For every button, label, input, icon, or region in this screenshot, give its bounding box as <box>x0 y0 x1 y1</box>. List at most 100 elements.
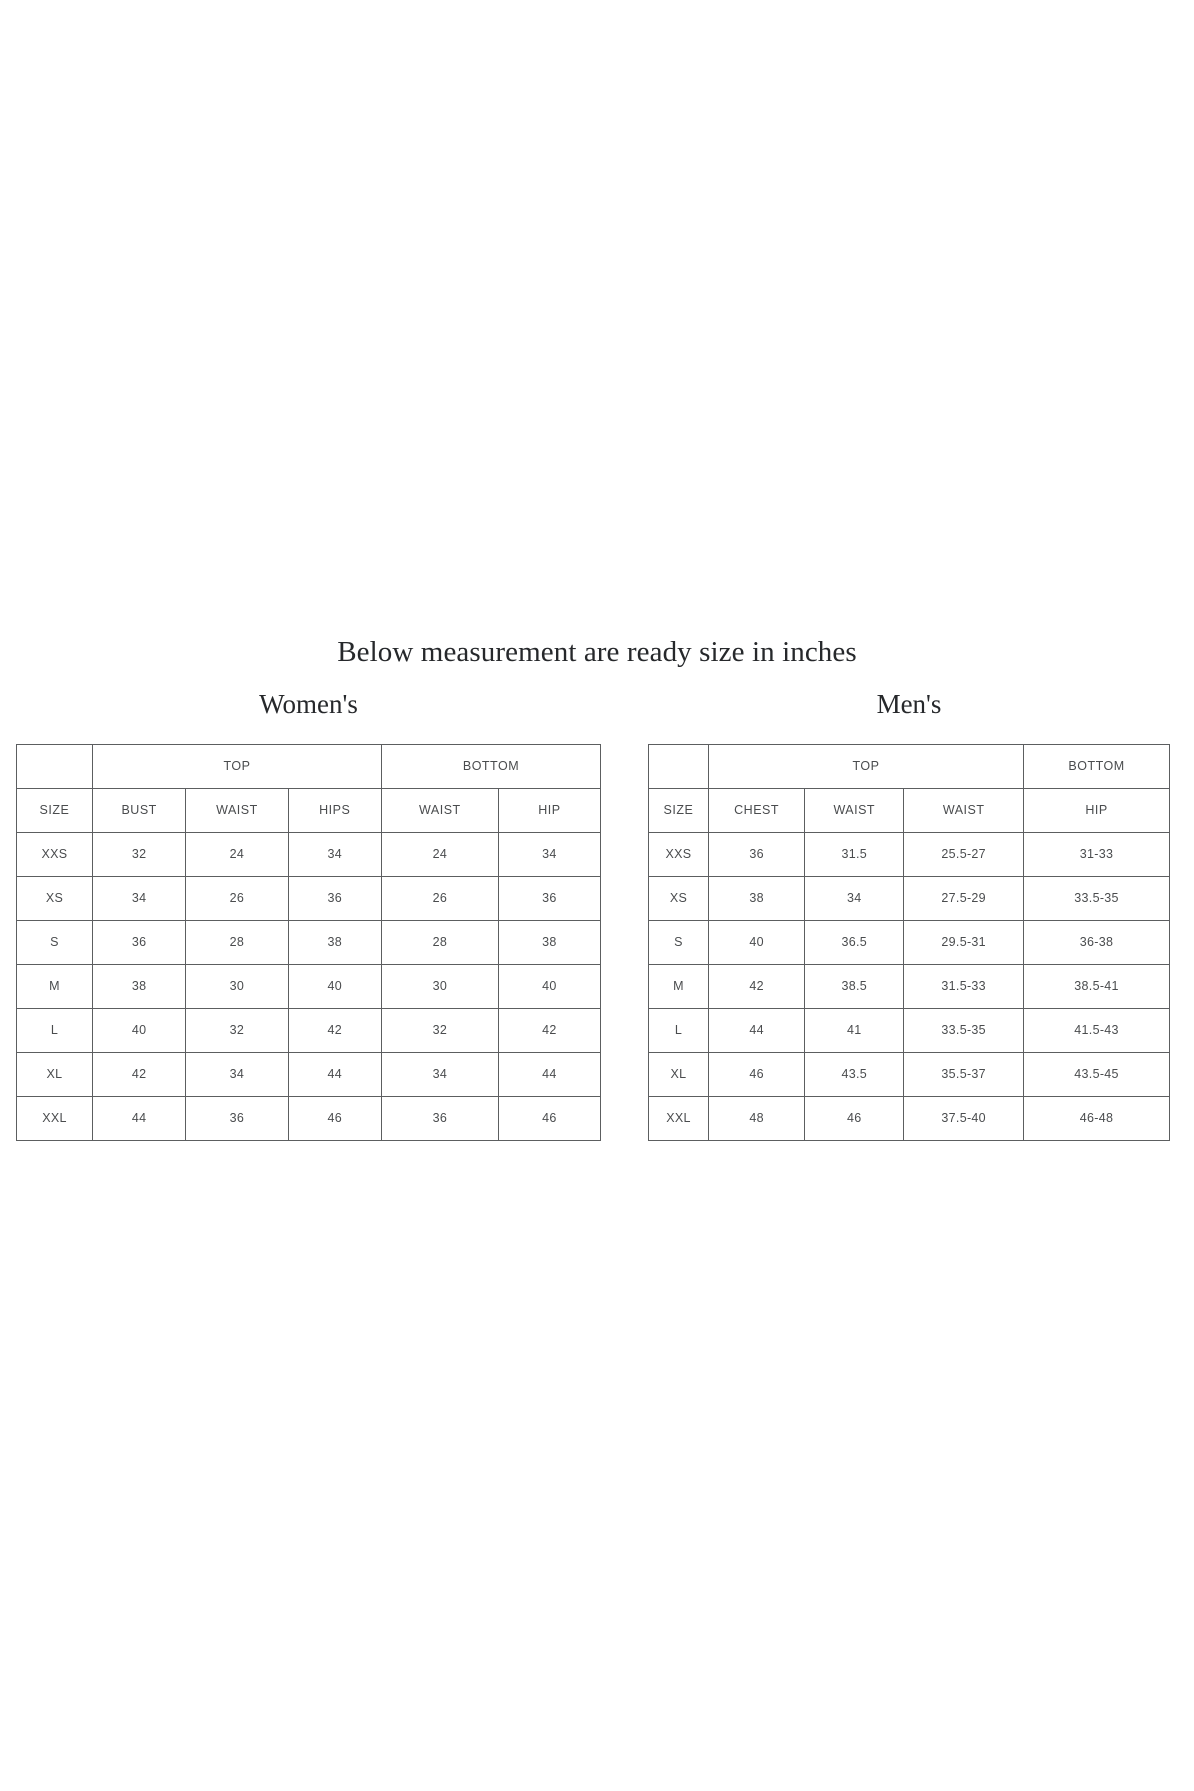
mens-group-top: TOP <box>707 743 1025 789</box>
womens-cell-size: XL <box>16 1051 93 1097</box>
table-row: XL 42 34 44 34 44 <box>16 1051 602 1097</box>
womens-size-chart: Women's TOP BOTTOM SIZE BUST WAIST HIPS … <box>0 689 617 1141</box>
mens-cell-size: XXS <box>648 831 709 877</box>
mens-cell-top-waist: 34 <box>804 875 905 921</box>
womens-cell-top-waist: 28 <box>185 919 289 965</box>
womens-cell-top-waist: 34 <box>185 1051 289 1097</box>
womens-cell-top-waist: 32 <box>185 1007 289 1053</box>
womens-group-bottom: BOTTOM <box>380 743 602 789</box>
womens-cell-bust: 34 <box>91 875 187 921</box>
table-row: M 42 38.5 31.5-33 38.5-41 <box>648 963 1170 1009</box>
womens-cell-bust: 32 <box>91 831 187 877</box>
womens-col-size: SIZE <box>16 787 93 833</box>
womens-cell-bottom-waist: 36 <box>380 1095 499 1141</box>
womens-cell-size: L <box>16 1007 93 1053</box>
womens-cell-bottom-waist: 34 <box>380 1051 499 1097</box>
womens-cell-bottom-waist: 28 <box>380 919 499 965</box>
womens-cell-hip: 36 <box>497 875 602 921</box>
mens-cell-hip: 43.5-45 <box>1023 1051 1170 1097</box>
mens-cell-bottom-waist: 31.5-33 <box>903 963 1025 1009</box>
mens-size-chart: Men's TOP BOTTOM SIZE CHEST WAIST WAIST … <box>617 689 1194 1141</box>
mens-cell-size: M <box>648 963 709 1009</box>
womens-cell-hips: 46 <box>287 1095 382 1141</box>
size-charts-container: Women's TOP BOTTOM SIZE BUST WAIST HIPS … <box>0 689 1194 1141</box>
womens-cell-hip: 44 <box>497 1051 602 1097</box>
womens-cell-bottom-waist: 32 <box>380 1007 499 1053</box>
womens-group-top: TOP <box>91 743 382 789</box>
mens-cell-size: XXL <box>648 1095 709 1141</box>
mens-cell-top-waist: 31.5 <box>804 831 905 877</box>
womens-cell-bust: 40 <box>91 1007 187 1053</box>
mens-cell-bottom-waist: 25.5-27 <box>903 831 1025 877</box>
mens-cell-top-waist: 43.5 <box>804 1051 905 1097</box>
table-row: L 44 41 33.5-35 41.5-43 <box>648 1007 1170 1053</box>
womens-group-header-row: TOP BOTTOM <box>16 743 602 789</box>
womens-cell-bust: 44 <box>91 1095 187 1141</box>
mens-col-top-waist: WAIST <box>804 787 905 833</box>
womens-col-bust: BUST <box>91 787 187 833</box>
mens-heading: Men's <box>876 689 942 719</box>
womens-size-table: TOP BOTTOM SIZE BUST WAIST HIPS WAIST HI… <box>16 743 602 1141</box>
womens-cell-bottom-waist: 30 <box>380 963 499 1009</box>
mens-group-blank <box>648 743 709 789</box>
womens-cell-bottom-waist: 24 <box>380 831 499 877</box>
mens-cell-hip: 41.5-43 <box>1023 1007 1170 1053</box>
mens-cell-top-waist: 38.5 <box>804 963 905 1009</box>
mens-cell-size: L <box>648 1007 709 1053</box>
mens-cell-bottom-waist: 35.5-37 <box>903 1051 1025 1097</box>
mens-col-chest: CHEST <box>707 787 806 833</box>
womens-col-bottom-waist: WAIST <box>380 787 499 833</box>
womens-col-top-waist: WAIST <box>185 787 289 833</box>
womens-cell-hips: 36 <box>287 875 382 921</box>
table-row: M 38 30 40 30 40 <box>16 963 602 1009</box>
womens-cell-top-waist: 36 <box>185 1095 289 1141</box>
table-row: XXL 48 46 37.5-40 46-48 <box>648 1095 1170 1141</box>
womens-cell-top-waist: 24 <box>185 831 289 877</box>
mens-cell-top-waist: 41 <box>804 1007 905 1053</box>
mens-cell-size: S <box>648 919 709 965</box>
table-row: XL 46 43.5 35.5-37 43.5-45 <box>648 1051 1170 1097</box>
womens-cell-bottom-waist: 26 <box>380 875 499 921</box>
mens-cell-top-waist: 46 <box>804 1095 905 1141</box>
womens-cell-bust: 36 <box>91 919 187 965</box>
womens-cell-size: XXS <box>16 831 93 877</box>
table-row: S 36 28 38 28 38 <box>16 919 602 965</box>
womens-column-header-row: SIZE BUST WAIST HIPS WAIST HIP <box>16 787 602 833</box>
womens-cell-hips: 44 <box>287 1051 382 1097</box>
mens-cell-chest: 36 <box>707 831 806 877</box>
mens-cell-hip: 33.5-35 <box>1023 875 1170 921</box>
womens-cell-hip: 38 <box>497 919 602 965</box>
mens-cell-chest: 44 <box>707 1007 806 1053</box>
womens-cell-hips: 34 <box>287 831 382 877</box>
mens-cell-hip: 36-38 <box>1023 919 1170 965</box>
womens-cell-top-waist: 30 <box>185 963 289 1009</box>
mens-col-size: SIZE <box>648 787 709 833</box>
womens-cell-hips: 42 <box>287 1007 382 1053</box>
mens-cell-bottom-waist: 33.5-35 <box>903 1007 1025 1053</box>
table-row: XS 34 26 36 26 36 <box>16 875 602 921</box>
mens-column-header-row: SIZE CHEST WAIST WAIST HIP <box>648 787 1170 833</box>
table-row: XXL 44 36 46 36 46 <box>16 1095 602 1141</box>
mens-group-header-row: TOP BOTTOM <box>648 743 1170 789</box>
mens-cell-top-waist: 36.5 <box>804 919 905 965</box>
mens-col-bottom-waist: WAIST <box>903 787 1025 833</box>
womens-cell-size: XS <box>16 875 93 921</box>
womens-cell-bust: 38 <box>91 963 187 1009</box>
womens-cell-top-waist: 26 <box>185 875 289 921</box>
table-row: L 40 32 42 32 42 <box>16 1007 602 1053</box>
table-row: XXS 32 24 34 24 34 <box>16 831 602 877</box>
womens-col-hips: HIPS <box>287 787 382 833</box>
womens-cell-hip: 34 <box>497 831 602 877</box>
mens-cell-hip: 38.5-41 <box>1023 963 1170 1009</box>
womens-cell-hip: 46 <box>497 1095 602 1141</box>
mens-cell-hip: 31-33 <box>1023 831 1170 877</box>
mens-cell-hip: 46-48 <box>1023 1095 1170 1141</box>
mens-cell-size: XS <box>648 875 709 921</box>
mens-cell-chest: 46 <box>707 1051 806 1097</box>
mens-cell-size: XL <box>648 1051 709 1097</box>
womens-heading: Women's <box>259 689 358 719</box>
womens-cell-hip: 42 <box>497 1007 602 1053</box>
mens-cell-bottom-waist: 37.5-40 <box>903 1095 1025 1141</box>
mens-cell-chest: 40 <box>707 919 806 965</box>
mens-group-bottom: BOTTOM <box>1023 743 1170 789</box>
